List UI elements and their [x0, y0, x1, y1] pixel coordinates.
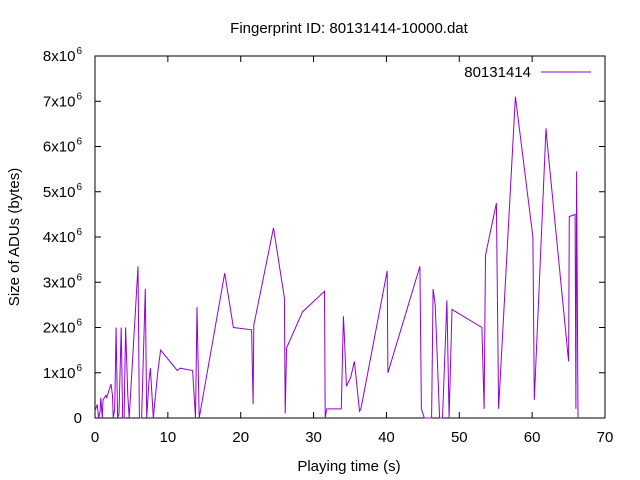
series-line-0 — [94, 96, 579, 419]
y-tick-base: 3x10 — [43, 274, 76, 291]
y-tick-base: 8x10 — [43, 48, 76, 65]
y-tick-base: 5x10 — [43, 184, 76, 201]
x-tick-label: 20 — [232, 429, 249, 446]
y-tick-exponent: 6 — [76, 272, 82, 283]
y-tick-label: 7x106 — [43, 91, 83, 110]
chart-title: Fingerprint ID: 80131414-10000.dat — [230, 20, 468, 37]
y-tick-label: 5x106 — [43, 182, 83, 201]
series-layer — [94, 96, 579, 419]
y-tick-label: 6x106 — [43, 137, 83, 156]
x-tick-label: 50 — [451, 429, 468, 446]
y-axis: 01x1062x1063x1064x1065x1066x1067x1068x10… — [43, 46, 605, 427]
y-tick-exponent: 6 — [76, 91, 82, 102]
y-tick-base: 0 — [74, 410, 82, 427]
x-axis-label: Playing time (s) — [297, 458, 400, 475]
legend: 80131414 — [464, 64, 591, 81]
x-axis: 0 10 20 30 40 50 60 70 — [91, 56, 614, 446]
y-tick-exponent: 6 — [76, 137, 82, 148]
x-tick-label: 70 — [597, 429, 614, 446]
x-tick-label: 10 — [160, 429, 177, 446]
y-tick-exponent: 6 — [76, 46, 82, 57]
y-tick-label: 2x106 — [43, 318, 83, 337]
y-tick-exponent: 6 — [76, 363, 82, 374]
x-tick-label: 40 — [378, 429, 395, 446]
y-tick-label: 0 — [74, 410, 82, 427]
y-tick-base: 4x10 — [43, 229, 76, 246]
y-tick-label: 1x106 — [43, 363, 83, 382]
x-tick-label: 30 — [305, 429, 322, 446]
y-tick-exponent: 6 — [76, 227, 82, 238]
y-tick-exponent: 6 — [76, 318, 82, 329]
x-tick-label: 60 — [524, 429, 541, 446]
y-tick-base: 6x10 — [43, 139, 76, 156]
y-tick-label: 4x106 — [43, 227, 83, 246]
y-tick-label: 3x106 — [43, 272, 83, 291]
y-tick-exponent: 6 — [76, 182, 82, 193]
y-tick-base: 2x10 — [43, 320, 76, 337]
y-tick-base: 7x10 — [43, 93, 76, 110]
x-tick-label: 0 — [91, 429, 99, 446]
y-tick-label: 8x106 — [43, 46, 83, 65]
y-axis-label: Size of ADUs (bytes) — [6, 168, 23, 306]
legend-label: 80131414 — [464, 64, 531, 81]
y-tick-base: 1x10 — [43, 365, 76, 382]
